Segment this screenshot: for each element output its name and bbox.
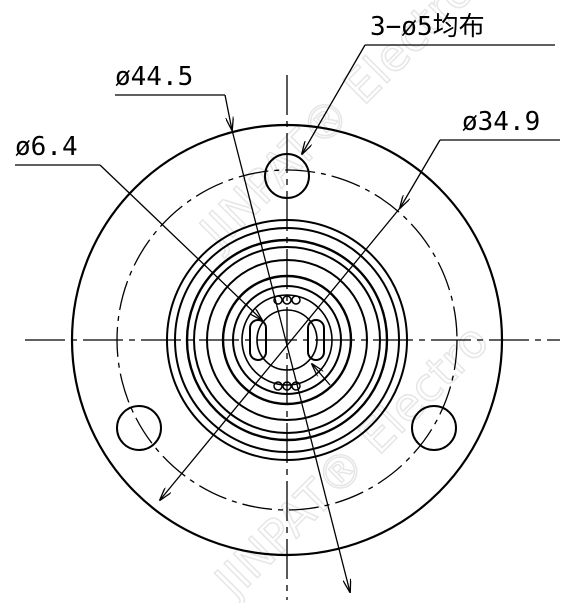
watermark: JINPAT® Electro JINPAT® Electro xyxy=(187,0,499,603)
hole-label: 3−ø5均布 xyxy=(370,12,485,42)
dimension-label: ø6.4 xyxy=(15,132,78,162)
dimension-label: ø44.5 xyxy=(115,62,193,92)
watermark-text: JINPAT® Electro xyxy=(202,313,499,603)
drawing: JINPAT® Electro JINPAT® Electro xyxy=(0,0,563,603)
dimension-label: ø34.9 xyxy=(462,107,540,137)
